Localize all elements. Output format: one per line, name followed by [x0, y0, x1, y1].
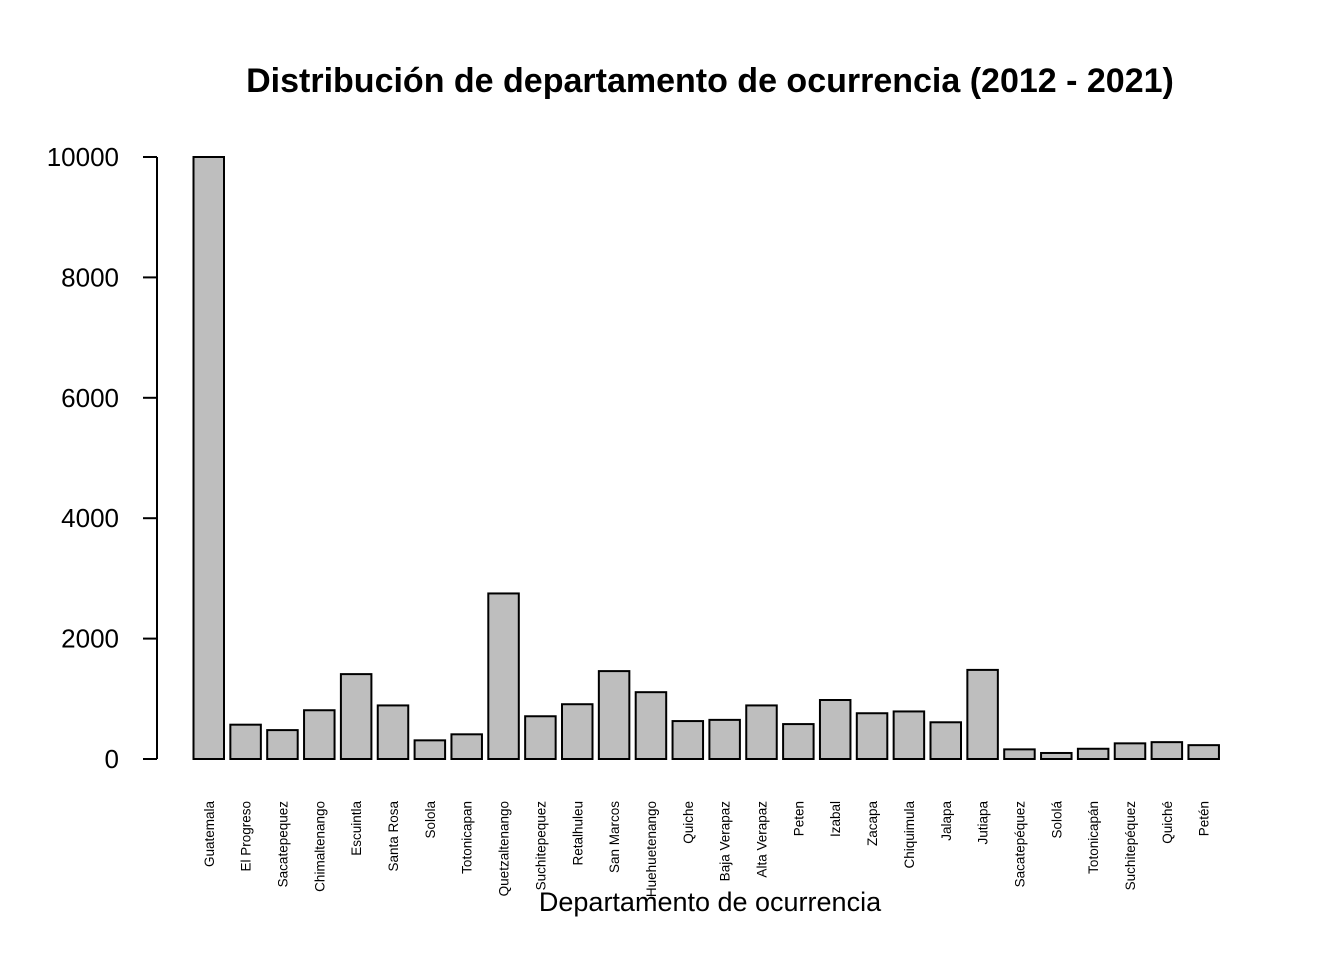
bar-el-progreso [229, 723, 262, 760]
x-axis-label: Departamento de ocurrencia [539, 887, 882, 917]
x-tick-label: Chiquimula [902, 801, 917, 869]
bar-totonicapan [450, 733, 483, 760]
bar-izabal [818, 699, 852, 761]
y-tick-label: 2000 [61, 624, 119, 654]
x-tick-label: Sacatepéquez [1012, 801, 1027, 888]
x-tick-label: Peten [791, 801, 806, 836]
x-tick-label: Solola [423, 801, 438, 839]
bar-quiche [671, 720, 705, 760]
x-tick-label: Quetzaltenango [497, 801, 512, 896]
x-tick-label: Guatemala [202, 801, 217, 868]
bar-jutiapa [966, 668, 999, 760]
bar-quetzaltenango [487, 592, 520, 761]
bar-quiché [1150, 741, 1184, 760]
bar-santa-rosa [376, 704, 410, 760]
x-tick-labels: Guatemala El Progreso Sacatepequez Chimalte… [202, 801, 1212, 898]
x-tick-label: Sololá [1049, 801, 1064, 839]
bar-sacatepequez [266, 729, 299, 761]
x-tick-label: Totonicapán [1086, 801, 1101, 874]
bar-suchitepequez [524, 715, 557, 760]
bar-chiquimula [892, 710, 926, 761]
bar-petén [1187, 744, 1220, 760]
x-tick-label: San Marcos [607, 801, 622, 873]
bar-jalapa [929, 721, 962, 761]
x-tick-label: Santa Rosa [386, 801, 401, 872]
x-tick-label: Alta Verapaz [755, 801, 770, 878]
x-tick-label: Sacatepequez [275, 801, 290, 888]
bar-guatemala [192, 156, 225, 760]
y-tick-label: 0 [105, 744, 119, 774]
bar-peten [782, 723, 815, 760]
y-tick-label: 10000 [47, 142, 119, 172]
x-tick-label: Baja Verapaz [718, 801, 733, 882]
bar-sacatepéquez [1003, 748, 1036, 760]
x-tick-label: Quiche [681, 801, 696, 844]
bar-escuintla [339, 673, 373, 760]
y-axis: 0 2000 4000 6000 8000 10000 [47, 142, 158, 774]
bar-baja-verapaz [708, 718, 741, 760]
x-tick-label: Retalhuleu [570, 801, 585, 866]
bar-alta-verapaz [745, 704, 778, 760]
bar-zacapa [855, 712, 889, 760]
x-tick-label: Totonicapan [460, 801, 475, 874]
x-tick-label: Zacapa [865, 801, 880, 847]
x-tick-label: Escuintla [349, 801, 364, 856]
x-tick-label: Jutiapa [976, 801, 991, 845]
x-tick-label: Suchitepéquez [1123, 801, 1138, 891]
bar-retalhuleu [561, 703, 594, 761]
bar-huehuetenango [634, 691, 668, 760]
y-tick-label: 8000 [61, 262, 119, 292]
x-tick-label: Chimaltenango [312, 801, 327, 892]
bars-group [192, 156, 1220, 761]
bar-san-marcos [597, 670, 631, 760]
x-tick-label: Suchitepequez [533, 801, 548, 891]
y-tick-label: 4000 [61, 503, 119, 533]
y-tick-label: 6000 [61, 383, 119, 413]
bar-sololá [1040, 751, 1073, 760]
bar-chimaltenango [303, 709, 336, 760]
chart-title: Distribución de departamento de ocurrenc… [246, 62, 1174, 100]
x-tick-label: Petén [1197, 801, 1212, 836]
x-tick-label: Jalapa [939, 801, 954, 841]
x-tick-label: El Progreso [239, 801, 254, 872]
bar-totonicapán [1076, 747, 1110, 760]
x-tick-label: Quiché [1160, 801, 1175, 844]
x-tick-label: Huehuetenango [644, 801, 659, 897]
bar-suchitepéquez [1113, 742, 1147, 761]
x-tick-label: Izabal [828, 801, 843, 837]
bar-solola [413, 739, 447, 761]
